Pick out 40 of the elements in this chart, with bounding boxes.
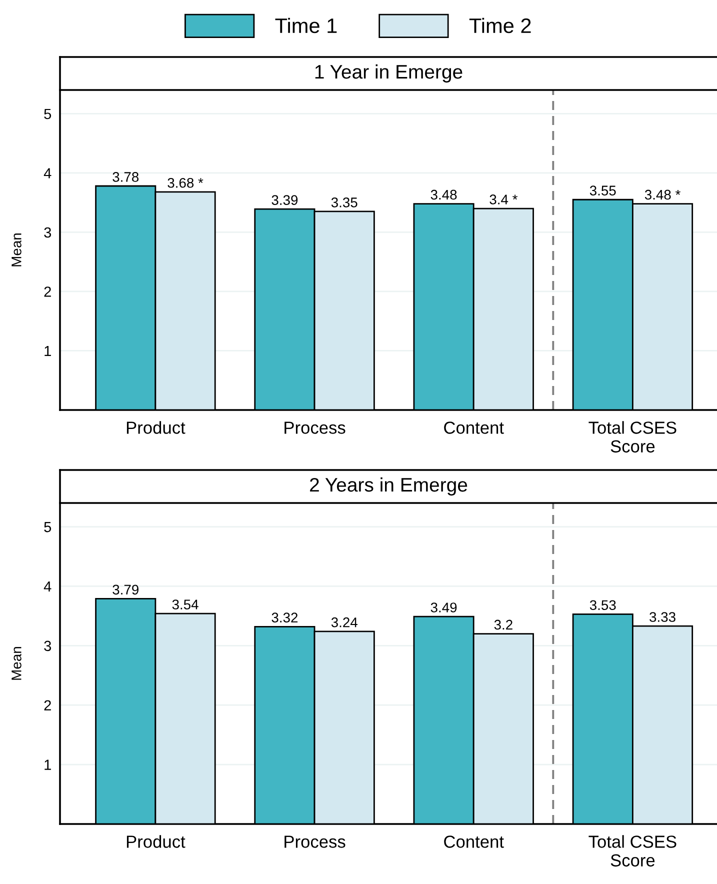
data-label: 3.39: [272, 195, 298, 205]
data-label: 3.78: [112, 172, 139, 182]
x-tick-label: Total CSES Score: [588, 835, 676, 867]
data-label: 3.68 *: [168, 178, 204, 188]
y-tick-label: 1: [44, 760, 51, 770]
data-label: 3.79: [112, 584, 138, 595]
data-label: 3.53: [590, 600, 616, 610]
y-tick-label: 4: [44, 581, 52, 592]
y-tick-label: 1: [44, 346, 51, 356]
data-label: 3.2: [494, 620, 512, 630]
x-tick-label: Product: [126, 421, 186, 434]
data-label: 3.54: [172, 600, 198, 610]
data-label: 3.35: [331, 198, 358, 208]
data-label: 3.48 *: [644, 190, 680, 200]
data-label: 3.48: [430, 190, 457, 200]
data-label: 3.4 *: [490, 194, 518, 204]
data-label: 3.32: [272, 612, 298, 623]
y-axis-title: Mean: [12, 234, 22, 266]
y-axis-title: Mean: [12, 647, 22, 680]
x-tick-label: Content: [444, 836, 504, 848]
y-tick-label: 5: [44, 108, 52, 120]
x-tick-label: Process: [284, 836, 346, 848]
data-label: 3.49: [430, 602, 457, 612]
legend-label: Time 1: [275, 18, 337, 34]
x-tick-label: Total CSES Score: [588, 421, 676, 453]
legend-label: Time 2: [469, 18, 531, 34]
y-tick-label: 2: [44, 700, 51, 710]
x-tick-label: Product: [126, 835, 186, 848]
data-label: 3.24: [331, 617, 358, 628]
chart-title: 1 Year in Emerge: [315, 64, 462, 83]
x-tick-label: Content: [444, 422, 504, 434]
data-label: 3.55: [590, 186, 616, 196]
y-tick-label: 3: [44, 227, 52, 238]
y-tick-label: 5: [44, 522, 52, 532]
y-tick-label: 2: [44, 286, 51, 297]
chart-title: 2 Years in Emerge: [310, 477, 468, 496]
x-tick-label: Process: [284, 422, 346, 434]
y-tick-label: 4: [44, 168, 52, 178]
y-tick-label: 3: [44, 640, 52, 652]
data-label: 3.33: [650, 612, 676, 622]
